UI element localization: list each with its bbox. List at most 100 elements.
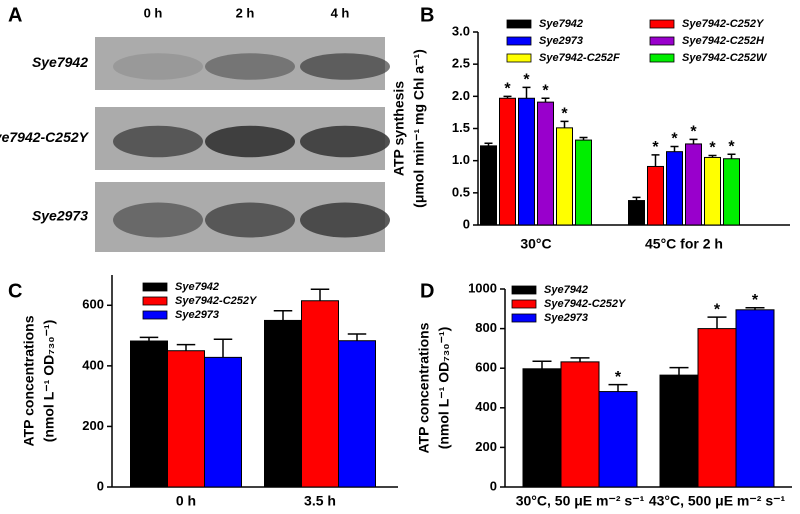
legend-swatch bbox=[649, 19, 675, 29]
legend-label: Sye7942 bbox=[175, 281, 219, 293]
y-axis-label: (nmol L⁻¹ OD₇₃₀⁻¹) bbox=[436, 327, 452, 450]
error-bar bbox=[213, 338, 233, 358]
error-bar bbox=[727, 153, 736, 159]
significance-marker: * bbox=[671, 131, 678, 148]
error-bar bbox=[273, 309, 293, 321]
legend-label: Sye7942-C252W bbox=[682, 52, 768, 64]
y-tick-label: 2.5 bbox=[452, 56, 470, 71]
error-bar bbox=[670, 145, 679, 152]
blot-band bbox=[113, 53, 203, 80]
blot-band bbox=[300, 202, 390, 238]
bar bbox=[338, 340, 376, 488]
x-tick-label: 43°C, 500 μE m⁻² s⁻¹ bbox=[649, 493, 786, 509]
error-bar bbox=[484, 142, 493, 146]
y-axis-label: ATP concentrations bbox=[21, 315, 37, 446]
row-label: Sye2973 bbox=[32, 208, 88, 224]
bar bbox=[167, 350, 205, 488]
legend-label: Sye2973 bbox=[544, 312, 588, 324]
error-bar bbox=[310, 288, 330, 301]
y-tick-label: 600 bbox=[82, 297, 104, 312]
significance-marker: * bbox=[523, 72, 530, 89]
panel-letter: B bbox=[420, 4, 434, 26]
blot-band bbox=[300, 125, 390, 158]
error-bar bbox=[632, 196, 641, 201]
legend-label: Sye7942-C252H bbox=[682, 35, 765, 47]
error-bar bbox=[689, 138, 698, 144]
bar bbox=[735, 309, 775, 488]
error-bar bbox=[669, 366, 689, 376]
y-tick-label: 0 bbox=[463, 216, 470, 231]
x-tick-label: 0 h bbox=[176, 493, 196, 509]
error-bar bbox=[503, 95, 512, 99]
y-tick-label: 400 bbox=[82, 357, 104, 372]
error-bar bbox=[707, 316, 727, 329]
legend-label: Sye7942 bbox=[544, 284, 588, 296]
y-tick-label: 200 bbox=[82, 418, 104, 433]
legend-swatch bbox=[649, 36, 675, 46]
legend-label: Sye2973 bbox=[175, 309, 219, 321]
bar bbox=[560, 361, 600, 488]
bar bbox=[704, 156, 721, 226]
legend-swatch bbox=[511, 299, 537, 309]
error-bar bbox=[570, 357, 590, 362]
legend-swatch bbox=[506, 36, 532, 46]
error-bar bbox=[651, 154, 660, 167]
bar bbox=[204, 356, 242, 488]
significance-marker: * bbox=[709, 140, 716, 157]
error-bar bbox=[708, 154, 717, 158]
bar bbox=[575, 139, 592, 226]
error-bar bbox=[579, 136, 588, 141]
legend-label: Sye7942-C252F bbox=[539, 52, 620, 64]
bar bbox=[685, 143, 702, 226]
x-tick-label: 3.5 h bbox=[304, 493, 336, 509]
y-tick-label: 1.0 bbox=[452, 152, 470, 167]
error-bar bbox=[347, 333, 367, 341]
lane-label: 4 h bbox=[331, 5, 350, 20]
legend-label: Sye7942-C252Y bbox=[175, 295, 258, 307]
significance-marker: * bbox=[728, 138, 735, 155]
y-axis-label: ATP concentrations bbox=[416, 322, 432, 453]
y-tick-label: 400 bbox=[475, 399, 497, 414]
error-bar bbox=[139, 336, 159, 342]
legend-swatch bbox=[506, 53, 532, 63]
bar bbox=[480, 145, 497, 226]
legend-label: Sye7942-C252Y bbox=[682, 18, 765, 30]
y-tick-label: 1000 bbox=[468, 280, 497, 295]
legend-label: Sye7942 bbox=[539, 18, 583, 30]
error-bar bbox=[176, 343, 196, 351]
significance-marker: * bbox=[615, 369, 622, 386]
error-bar bbox=[541, 97, 550, 103]
y-tick-label: 800 bbox=[475, 320, 497, 335]
y-tick-label: 0 bbox=[490, 478, 497, 493]
row-label: Sye7942 bbox=[32, 54, 88, 70]
blot-band bbox=[205, 125, 295, 158]
x-tick-label: 30°C bbox=[520, 236, 551, 252]
y-tick-label: 0 bbox=[97, 478, 104, 493]
legend-swatch bbox=[506, 19, 532, 29]
bar bbox=[598, 391, 638, 488]
error-bar bbox=[532, 360, 552, 369]
panel-letter: D bbox=[420, 280, 434, 302]
error-bar bbox=[560, 120, 569, 128]
significance-marker: * bbox=[504, 81, 511, 98]
blot-band bbox=[113, 202, 203, 238]
significance-marker: * bbox=[542, 82, 549, 99]
legend-swatch bbox=[142, 282, 168, 292]
y-tick-label: 600 bbox=[475, 360, 497, 375]
bar bbox=[522, 368, 562, 488]
y-axis-label: (nmol L⁻¹ OD₇₃₀⁻¹) bbox=[41, 320, 57, 443]
significance-marker: * bbox=[652, 139, 659, 156]
bar bbox=[301, 300, 339, 488]
lane-label: 0 h bbox=[144, 5, 163, 20]
bar bbox=[264, 319, 302, 488]
panel-letter: C bbox=[8, 280, 22, 302]
error-bar bbox=[522, 86, 531, 99]
bar bbox=[723, 158, 740, 226]
y-tick-label: 2.0 bbox=[452, 88, 470, 103]
lane-label: 2 h bbox=[236, 5, 255, 20]
x-tick-label: 45°C for 2 h bbox=[645, 236, 723, 252]
blot-band bbox=[113, 125, 203, 158]
blot-band bbox=[300, 53, 390, 80]
legend-swatch bbox=[142, 296, 168, 306]
bar bbox=[659, 374, 699, 488]
